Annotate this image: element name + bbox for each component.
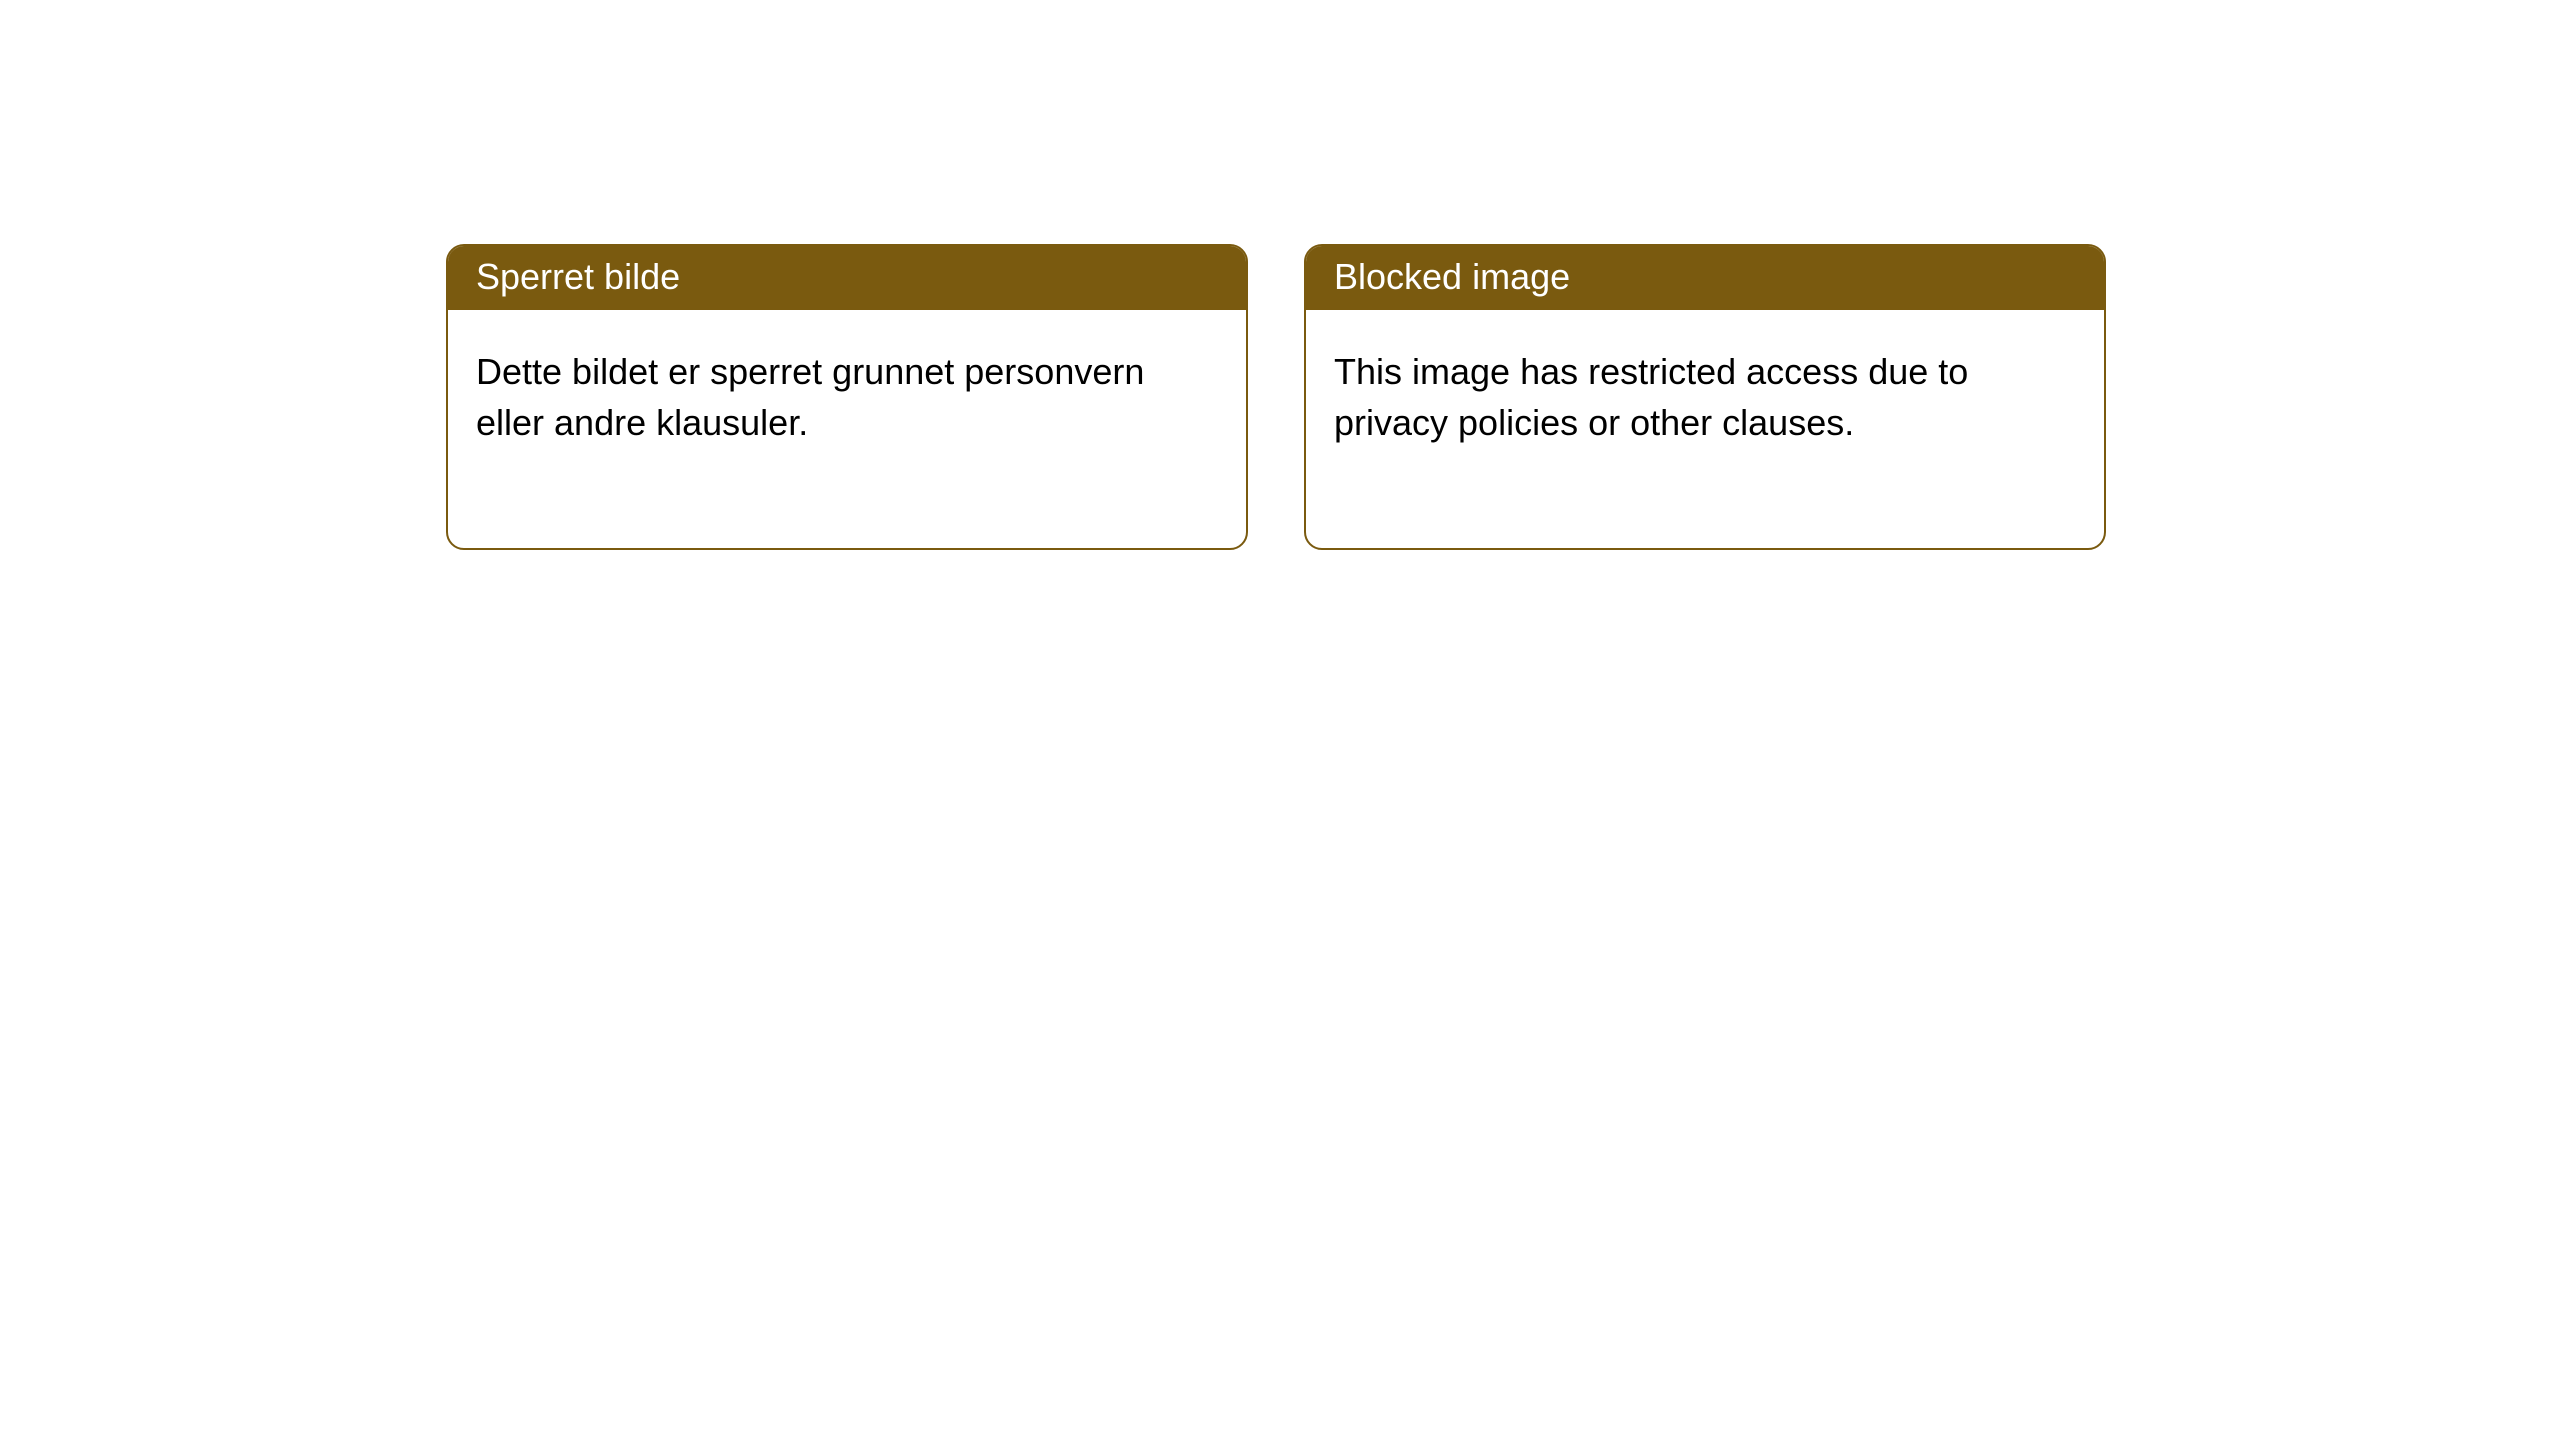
panel-body-text: Dette bildet er sperret grunnet personve…: [476, 351, 1144, 443]
panel-header: Sperret bilde: [448, 246, 1246, 310]
panels-container: Sperret bilde Dette bildet er sperret gr…: [446, 244, 2106, 550]
panel-body-text: This image has restricted access due to …: [1334, 351, 1968, 443]
panel-body: This image has restricted access due to …: [1306, 310, 2104, 548]
panel-header: Blocked image: [1306, 246, 2104, 310]
panel-title: Blocked image: [1334, 256, 1570, 297]
panel-blocked-no: Sperret bilde Dette bildet er sperret gr…: [446, 244, 1248, 550]
panel-body: Dette bildet er sperret grunnet personve…: [448, 310, 1246, 548]
panel-blocked-en: Blocked image This image has restricted …: [1304, 244, 2106, 550]
panel-title: Sperret bilde: [476, 256, 680, 297]
